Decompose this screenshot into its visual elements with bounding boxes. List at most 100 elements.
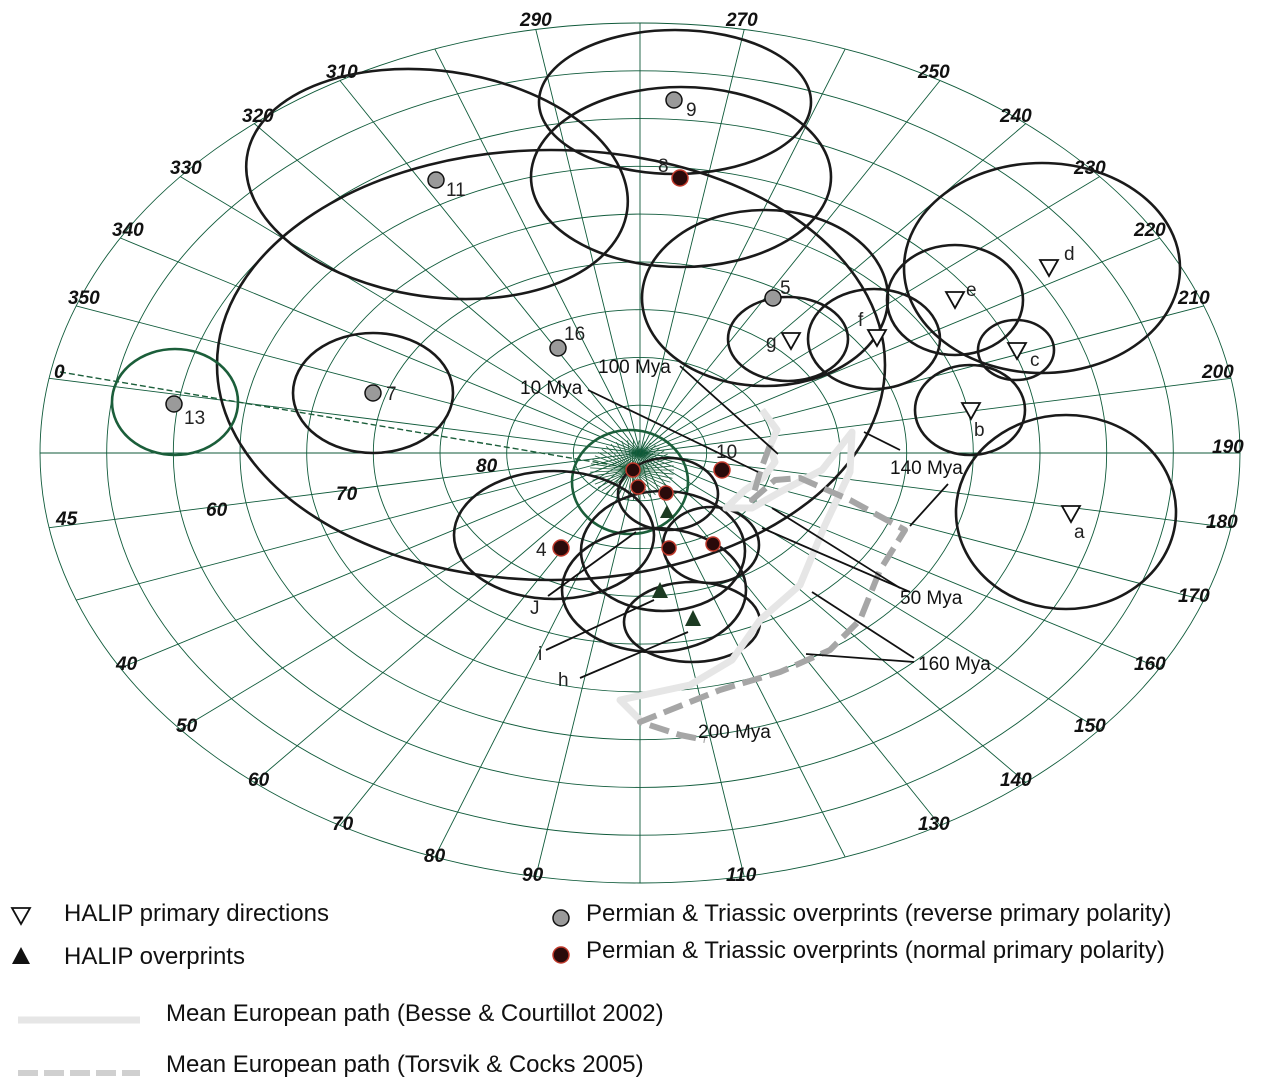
grid-radial <box>49 377 641 454</box>
grid-radial <box>639 377 1231 454</box>
legend-primary-symbol <box>10 905 32 932</box>
point-primary-e <box>944 291 966 310</box>
point-normal <box>705 536 721 552</box>
deg-label-150: 150 <box>1074 716 1106 737</box>
grid-radial <box>180 452 641 730</box>
label-13: 13 <box>184 408 205 429</box>
arrow-160mya-a <box>811 591 915 659</box>
deg-label-250: 250 <box>917 62 950 83</box>
annotation-140mya: 140 Mya <box>890 458 963 479</box>
grid-radial <box>76 452 641 601</box>
grid-radial <box>434 452 641 858</box>
label-b: b <box>974 420 985 441</box>
pole-ray <box>590 467 633 471</box>
point-overprint <box>660 505 674 518</box>
ellipse-11 <box>244 67 630 301</box>
grid-radial <box>180 176 641 454</box>
ellipse-g <box>726 295 850 383</box>
legend-normal-symbol <box>550 944 572 971</box>
legend-torsvik-label: Mean European path (Torsvik & Cocks 2005… <box>166 1051 644 1078</box>
ellipse-4 <box>452 469 656 601</box>
pole-ray <box>590 469 633 473</box>
grid-radial <box>639 237 1160 454</box>
label-a: a <box>1074 522 1085 543</box>
ellipse-e <box>885 243 1025 357</box>
grid-radial <box>639 452 1204 601</box>
deg-label-340: 340 <box>112 220 144 241</box>
point-primary-d <box>1038 259 1060 278</box>
ellipse-b <box>913 363 1027 457</box>
deg-label-330: 330 <box>170 158 202 179</box>
label-11: 11 <box>446 180 466 201</box>
label-10: 10 <box>716 442 737 463</box>
point-labels: 9 11 5 16 7 13 8 10 4 a b c d e f g h i … <box>184 100 1085 691</box>
point-normal <box>630 479 646 495</box>
grid-radial <box>339 452 641 826</box>
deg-label-inner-70: 70 <box>336 484 358 505</box>
legend-normal-label: Permian & Triassic overprints (normal pr… <box>586 937 1165 964</box>
legend-overprints-symbol <box>10 945 32 972</box>
arrow-50mya-a <box>771 507 901 589</box>
legend-besse-label: Mean European path (Besse & Courtillot 2… <box>166 1000 664 1027</box>
deg-label-190: 190 <box>1212 437 1244 458</box>
grid-radial <box>639 452 1160 669</box>
deg-label-130: 130 <box>918 814 950 835</box>
arrow-10mya <box>587 389 759 473</box>
label-g: g <box>766 332 777 353</box>
arrow-160mya-b <box>805 653 915 663</box>
deg-label-140: 140 <box>1000 770 1032 791</box>
point-normal-10 <box>713 461 731 479</box>
point-reverse-13 <box>165 395 183 413</box>
grid-radial <box>120 452 641 669</box>
grid-radial <box>535 29 641 454</box>
arrow-h <box>579 631 689 679</box>
point-primary-g <box>780 332 802 351</box>
deg-label-170: 170 <box>1178 586 1210 607</box>
label-f: f <box>858 310 864 331</box>
annotation-50mya: 50 Mya <box>900 588 963 609</box>
label-8: 8 <box>658 156 669 177</box>
grid-radial <box>639 176 1100 454</box>
label-9: 9 <box>686 100 697 121</box>
stereonet-grid <box>39 22 1241 884</box>
label-J: J <box>530 598 540 619</box>
label-e: e <box>966 280 977 301</box>
arrow-j <box>547 531 637 597</box>
grid-radial <box>254 452 641 783</box>
deg-label-110: 110 <box>726 865 757 886</box>
deg-label-0: 0 <box>54 362 65 383</box>
pole-ray <box>590 469 633 477</box>
degree-labels: 0 350 340 330 320 310 290 270 250 240 23… <box>54 10 1244 886</box>
legend-besse-symbol <box>18 1012 142 1030</box>
deg-label-inner-60: 60 <box>206 500 228 521</box>
ellipse-c <box>976 318 1056 382</box>
arrow-100mya <box>679 365 779 455</box>
legend-reverse-label: Permian & Triassic overprints (reverse p… <box>586 900 1172 927</box>
deg-label-40: 40 <box>115 654 138 675</box>
label-16: 16 <box>564 324 585 345</box>
annotation-10mya: 10 Mya <box>520 378 583 399</box>
point-normal-8 <box>671 169 689 187</box>
point-normal-4 <box>552 539 570 557</box>
ellipse-pole <box>570 428 690 536</box>
label-4: 4 <box>536 540 547 561</box>
point-normal <box>658 485 674 501</box>
label-d: d <box>1064 244 1075 265</box>
reference-line <box>59 371 631 469</box>
deg-label-350: 350 <box>68 288 100 309</box>
apwp-paths <box>616 407 908 743</box>
deg-label-200: 200 <box>1201 362 1234 383</box>
grid-radial <box>254 123 641 454</box>
deg-label-90: 90 <box>522 865 544 886</box>
point-primary-c <box>1006 342 1028 361</box>
annotation-160mya: 160 Mya <box>918 654 991 675</box>
grid-radial <box>535 452 641 877</box>
label-c: c <box>1030 350 1040 371</box>
point-reverse-7 <box>364 384 382 402</box>
pole-ray <box>590 463 633 471</box>
ellipse-13 <box>110 347 240 457</box>
deg-label-270: 270 <box>725 10 758 31</box>
grid-radial <box>639 48 846 454</box>
grid-radial <box>49 452 641 529</box>
point-reverse-11 <box>427 171 445 189</box>
